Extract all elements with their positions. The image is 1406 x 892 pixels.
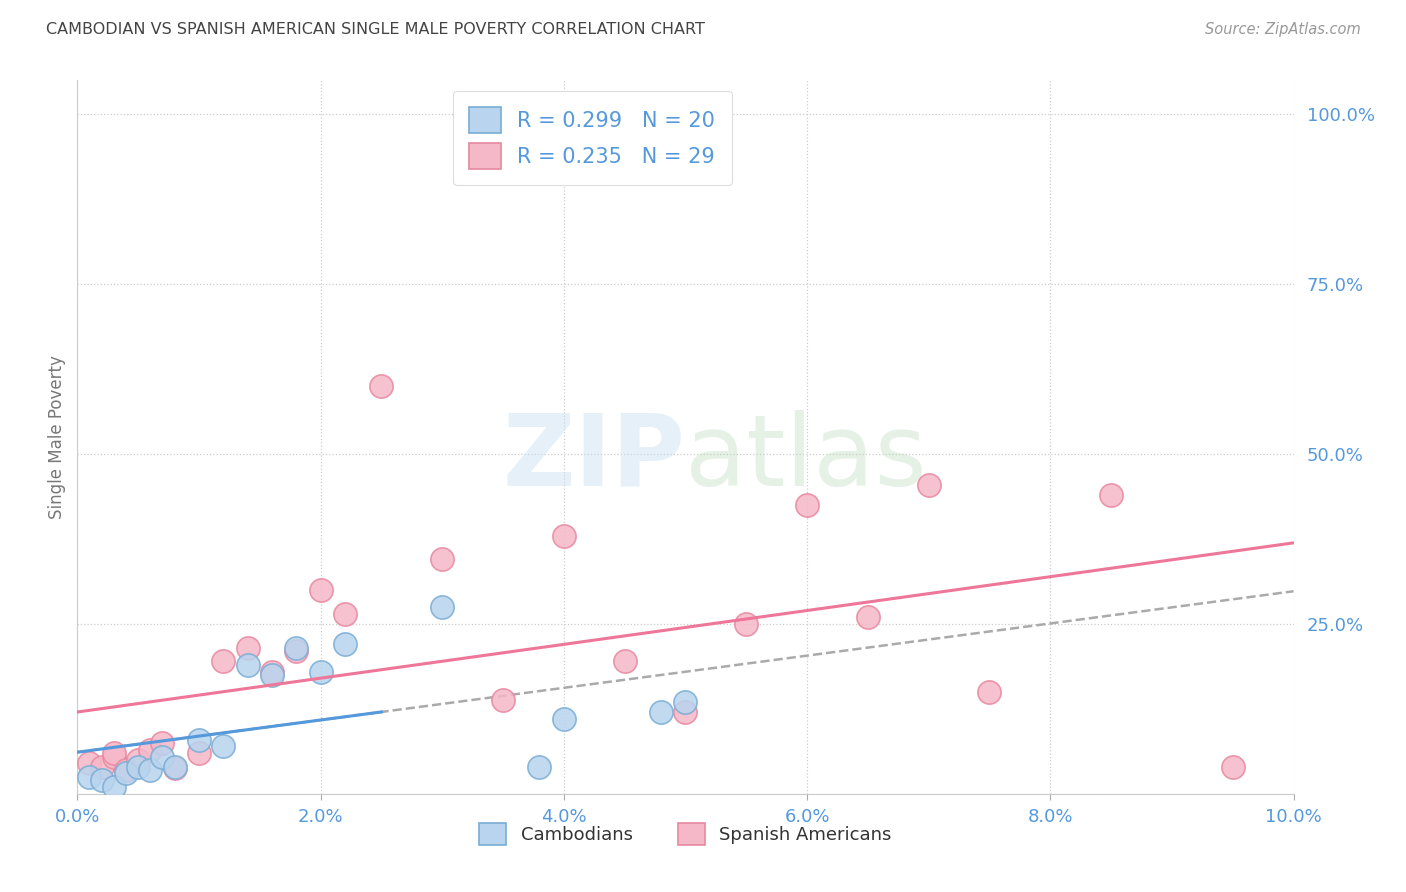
Point (675, 695, 697, 709)
Point (236, 640, 259, 655)
Point (79, 756, 101, 771)
Point (236, 657, 259, 672)
Point (103, 746, 125, 760)
Point (735, 617, 758, 632)
Point (285, 640, 308, 655)
Text: ZIP: ZIP (502, 410, 686, 507)
Text: Source: ZipAtlas.com: Source: ZipAtlas.com (1205, 22, 1361, 37)
Point (188, 732, 211, 747)
Point (90, 760, 112, 774)
Point (333, 637, 356, 651)
Point (1222, 760, 1244, 774)
Point (1099, 488, 1122, 502)
Point (260, 665, 283, 679)
Point (152, 736, 174, 750)
Point (115, 763, 138, 777)
Point (260, 668, 283, 682)
Point (90, 773, 112, 788)
Point (188, 746, 211, 760)
Point (139, 742, 162, 756)
Point (796, 498, 818, 512)
Y-axis label: Single Male Poverty: Single Male Poverty (48, 355, 66, 519)
Text: CAMBODIAN VS SPANISH AMERICAN SINGLE MALE POVERTY CORRELATION CHART: CAMBODIAN VS SPANISH AMERICAN SINGLE MAL… (46, 22, 706, 37)
Point (163, 761, 186, 775)
Point (529, 760, 551, 774)
Point (856, 610, 879, 624)
Point (309, 582, 332, 597)
Legend: Cambodians, Spanish Americans: Cambodians, Spanish Americans (472, 816, 898, 853)
Point (979, 685, 1001, 699)
Point (553, 528, 575, 542)
Point (127, 753, 149, 767)
Point (675, 706, 697, 720)
Point (103, 749, 125, 764)
Point (492, 693, 515, 707)
Point (212, 739, 235, 754)
Point (127, 760, 149, 774)
Point (613, 654, 636, 668)
Text: atlas: atlas (686, 410, 927, 507)
Point (430, 552, 453, 566)
Point (103, 780, 125, 794)
Point (333, 607, 356, 621)
Point (115, 766, 138, 780)
Point (309, 665, 332, 679)
Point (370, 379, 392, 393)
Point (553, 712, 575, 726)
Point (650, 706, 672, 720)
Point (139, 763, 162, 777)
Point (285, 644, 308, 658)
Point (430, 599, 453, 614)
Point (918, 477, 941, 491)
Point (212, 654, 235, 668)
Point (163, 760, 186, 774)
Point (79, 770, 101, 784)
Point (152, 749, 174, 764)
